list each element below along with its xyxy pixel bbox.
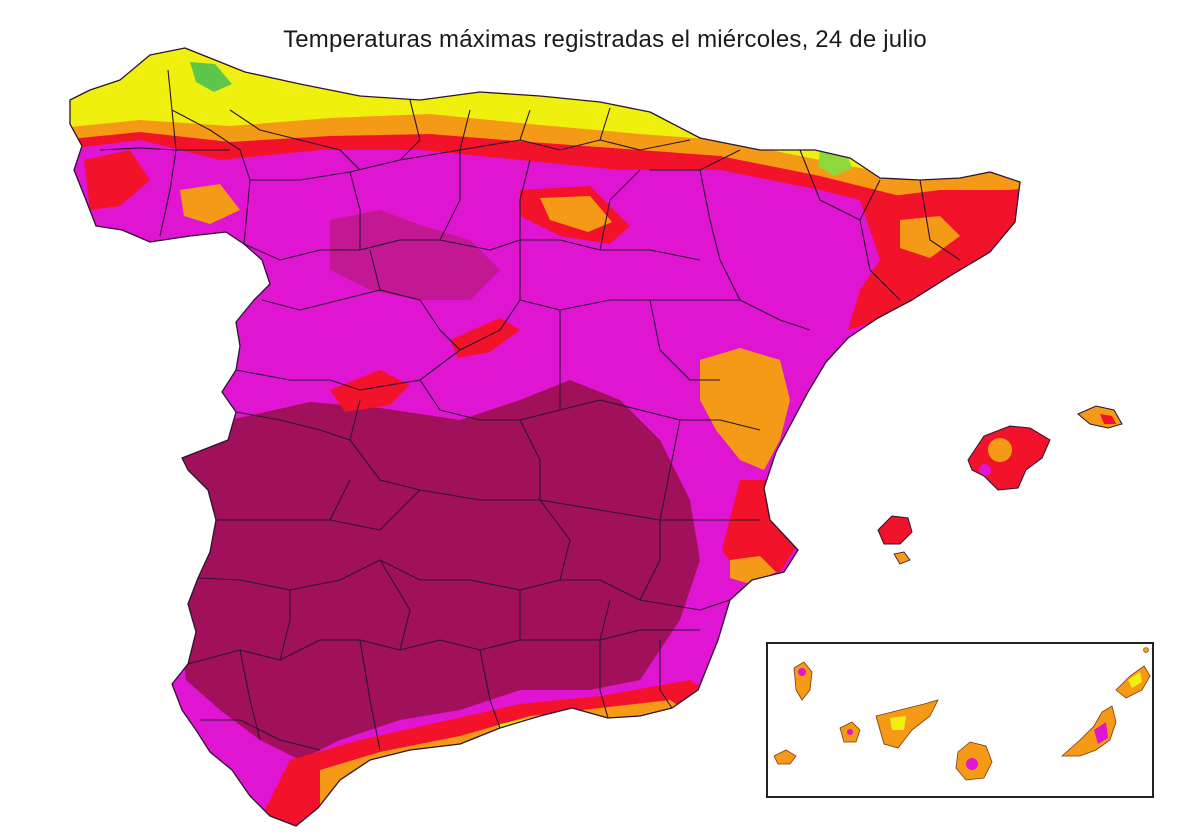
central-orange-spot-3 [540, 196, 612, 232]
menorca-red-patch [1100, 414, 1116, 424]
lanzarote-yellow-patch [1128, 672, 1142, 688]
balearic-islands [877, 405, 1123, 565]
galicia-orange-patch [180, 184, 240, 224]
el-hierro [773, 749, 797, 765]
central-red-spot [330, 370, 410, 412]
tenerife-yellow-patch [890, 716, 906, 730]
fuerteventura [1060, 705, 1117, 757]
formentera [893, 551, 911, 565]
cool-green-patch [190, 62, 232, 92]
la-palma-hot-spot [798, 668, 806, 676]
very-hot-zone [176, 380, 700, 760]
northeast-red-zone [848, 190, 1020, 330]
mallorca [968, 426, 1050, 490]
la-graciosa [1143, 647, 1149, 653]
gran-canaria-hot-spot [966, 758, 978, 770]
east-coast-orange-zone [700, 348, 790, 470]
map-title: Temperaturas máximas registradas el miér… [283, 26, 927, 53]
menorca [1077, 405, 1123, 429]
fuerteventura-hot-patch [1094, 722, 1108, 744]
la-palma [793, 661, 813, 701]
ibiza [877, 515, 913, 545]
tenerife [875, 699, 939, 749]
mallorca-outline [967, 425, 1051, 491]
province-borders [69, 47, 1021, 827]
galicia-coast-red [84, 150, 150, 210]
la-gomera-hot-spot [847, 729, 853, 735]
very-hot-zone-north [330, 210, 500, 300]
canary-islands [773, 647, 1151, 781]
